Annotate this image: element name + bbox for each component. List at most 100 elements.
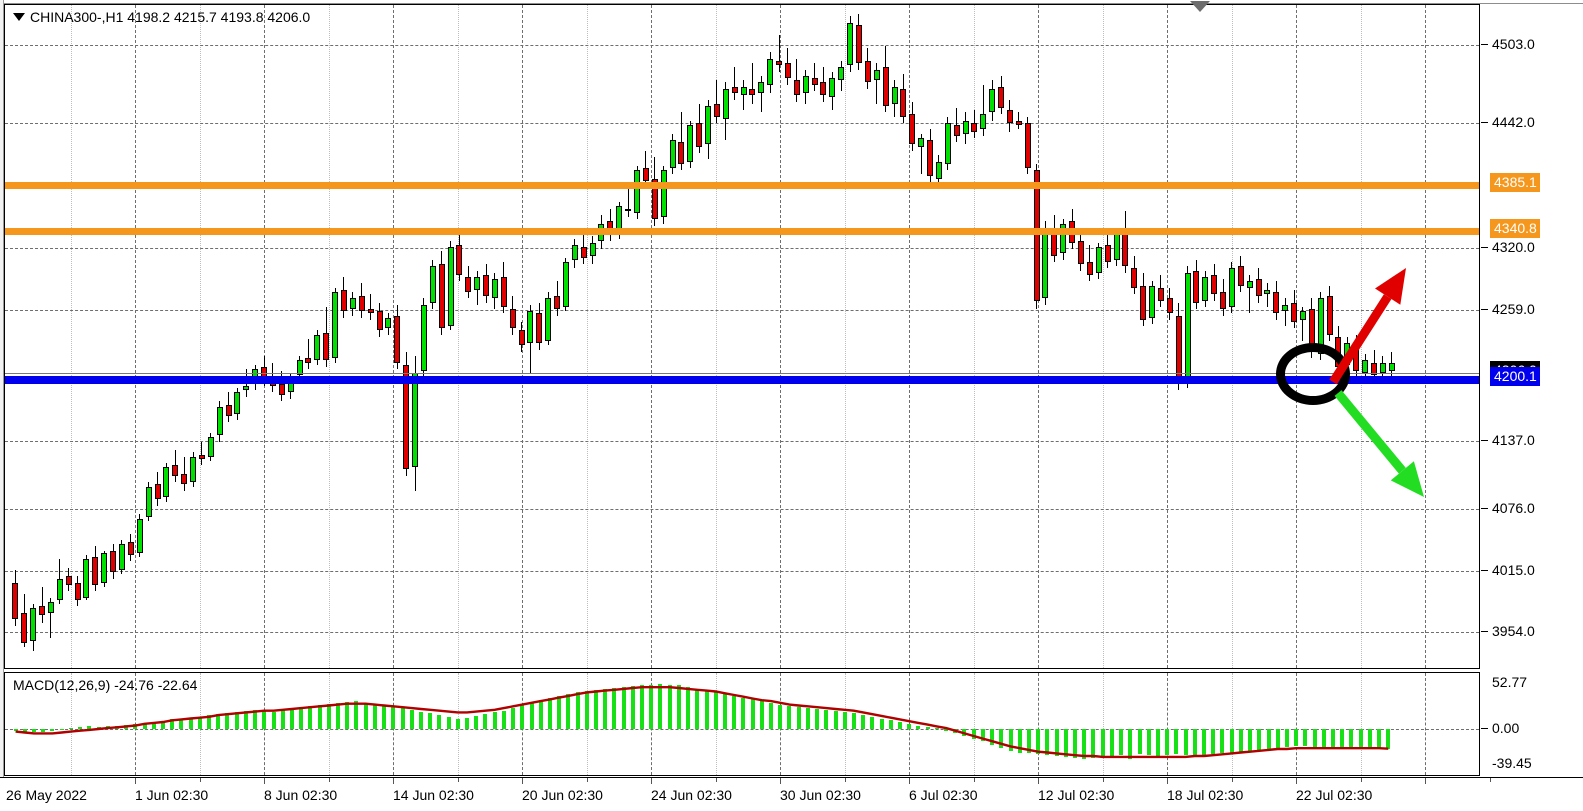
candlestick (811, 63, 818, 91)
macd-histogram-bar (1257, 729, 1262, 750)
vertical-gridline-minor (1231, 5, 1233, 668)
candle-body-bullish (1317, 298, 1324, 354)
candle-body-bearish (323, 332, 330, 361)
vertical-gridline-minor (457, 5, 459, 668)
candle-body-bearish (1015, 120, 1022, 126)
candlestick (65, 567, 72, 592)
candlestick (660, 165, 667, 224)
macd-histogram-bar (391, 706, 396, 729)
level-line-resistance-lower[interactable] (5, 228, 1479, 235)
time-axis-tick (522, 778, 523, 784)
price-chart-panel[interactable]: CHINA300-,H1 4198.2 4215.7 4193.8 4206.0 (4, 4, 1480, 669)
candlestick (1273, 281, 1280, 320)
candlestick (340, 277, 347, 318)
candlestick (1202, 270, 1209, 307)
candle-wick (50, 597, 52, 639)
candle-body-bearish (953, 125, 960, 136)
candle-body-bullish (740, 86, 747, 96)
price-axis-tick (1481, 631, 1488, 632)
macd-histogram-bar (501, 710, 506, 729)
candle-body-bullish (1042, 229, 1049, 299)
macd-histogram-bar (1100, 729, 1105, 757)
macd-histogram-bar (898, 722, 902, 729)
macd-histogram-bar (1377, 729, 1382, 750)
time-axis-tick-minor (328, 778, 330, 782)
macd-signal-line (15, 686, 1389, 759)
macd-plot-area[interactable] (5, 673, 1479, 775)
macd-axis-tick (1481, 728, 1488, 729)
macd-indicator-panel[interactable]: MACD(12,26,9) -24.76 -22.64 (4, 672, 1480, 776)
macd-histogram-bar (1109, 729, 1114, 757)
vertical-gridline (135, 5, 136, 668)
price-plot-area[interactable] (5, 5, 1479, 668)
candle-wick (760, 76, 762, 113)
triangle-down-icon[interactable] (13, 13, 25, 22)
candle-wick (876, 63, 878, 104)
horizontal-gridline (5, 45, 1479, 46)
candlestick (998, 76, 1005, 115)
candlestick (536, 302, 543, 350)
price-axis-label: 4137.0 (1492, 432, 1535, 448)
candlestick (376, 302, 383, 337)
time-axis-tick-minor (844, 778, 846, 782)
macd-histogram-bar (640, 685, 645, 729)
candle-body-bullish (980, 114, 987, 130)
macd-histogram-bar (1119, 729, 1124, 756)
candlestick (1291, 289, 1298, 329)
macd-histogram-bar (667, 684, 672, 729)
time-axis-tick (909, 778, 910, 784)
candlestick (154, 471, 161, 506)
candlestick (1060, 219, 1067, 260)
price-axis-tick (1481, 44, 1488, 45)
candlestick (1015, 112, 1022, 130)
price-axis[interactable]: 4503.0 4442.0 4320.0 4259.0 4137.0 4076.0 4015… (1481, 4, 1583, 669)
candlestick (1317, 291, 1324, 361)
candlestick (1193, 259, 1200, 310)
macd-histogram-bar (1294, 729, 1299, 747)
candlestick (110, 544, 117, 579)
time-axis-tick-minor (199, 778, 201, 782)
time-axis-tick (264, 778, 265, 784)
vertical-gridline-minor (973, 673, 975, 775)
candlestick (1149, 281, 1156, 325)
macd-histogram-bar (870, 716, 875, 729)
macd-histogram-bar (483, 714, 488, 729)
candlestick (83, 555, 90, 600)
candle-body-bearish (1033, 170, 1040, 301)
price-level-tag-resistance-lower[interactable]: 4340.8 (1490, 219, 1540, 239)
candle-body-bearish (536, 313, 543, 344)
candlestick (1140, 272, 1147, 327)
candlestick (625, 185, 632, 218)
time-axis[interactable]: 26 May 2022 1 Jun 02:30 8 Jun 02:30 14 Jun … (0, 777, 1583, 807)
candlestick (456, 234, 463, 282)
candlestick (305, 339, 312, 369)
price-level-tag-support-blue[interactable]: 4200.1 (1490, 367, 1540, 387)
candlestick (145, 482, 152, 521)
macd-histogram-bar (1202, 729, 1207, 756)
candle-body-bullish (918, 138, 925, 147)
macd-histogram-bar (1192, 729, 1197, 757)
candlestick (607, 208, 614, 241)
candlestick (21, 593, 28, 647)
candle-body-bearish (456, 244, 463, 275)
candle-body-bullish (829, 78, 836, 98)
candlestick (562, 257, 569, 312)
price-level-tag-resistance-upper[interactable]: 4385.1 (1490, 173, 1540, 193)
window-left-scroll-gutter[interactable] (0, 0, 4, 777)
macd-histogram-bar (520, 705, 525, 729)
candle-body-bearish (39, 606, 46, 615)
macd-histogram-bar (243, 710, 248, 729)
macd-histogram-bar (888, 720, 893, 729)
level-line-support-blue[interactable] (5, 376, 1479, 384)
macd-axis[interactable]: 52.77 0.00 -39.45 (1481, 672, 1583, 776)
candle-body-bearish (793, 80, 800, 96)
candle-body-bullish (349, 298, 356, 310)
macd-histogram-bar (916, 725, 921, 729)
level-line-resistance-upper[interactable] (5, 182, 1479, 189)
macd-histogram-bar (603, 688, 608, 729)
time-axis-tick (1038, 778, 1039, 784)
vertical-gridline-minor (1231, 673, 1233, 775)
time-axis-label: 26 May 2022 (6, 787, 87, 803)
chart-top-marker-icon[interactable] (1190, 1, 1210, 12)
candle-body-bullish (767, 58, 774, 85)
